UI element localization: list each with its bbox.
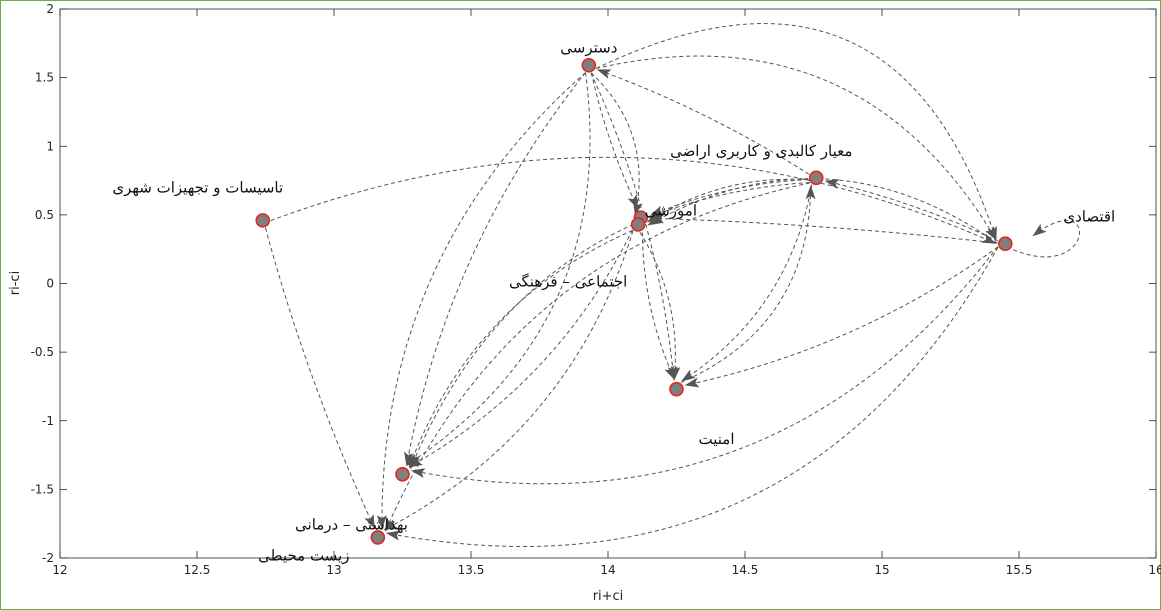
x-tick-label: 13.5 xyxy=(458,563,485,577)
point-label: دسترسی xyxy=(560,38,617,56)
relation-edge xyxy=(410,246,999,485)
point-label: بهداشتی – درمانی xyxy=(295,515,408,533)
relation-edge xyxy=(684,246,999,388)
relation-edge xyxy=(385,246,999,548)
relation-edge xyxy=(824,179,998,242)
data-point xyxy=(630,217,646,232)
relation-edge xyxy=(385,182,811,532)
data-point xyxy=(997,236,1013,251)
relation-edge xyxy=(270,156,997,244)
x-axis-label: ri+ci xyxy=(593,589,624,604)
point-label: تاسیسات و تجهیزات شهری xyxy=(112,178,283,196)
data-point xyxy=(395,466,410,482)
data-point xyxy=(581,57,597,73)
data-point xyxy=(370,530,386,545)
x-tick-label: 14 xyxy=(600,563,615,577)
y-tick-label: 0 xyxy=(46,277,54,291)
axis-ticks: 12 12.5 13 13.5 14 14.5 15 15.5 16-2-1.5-1-0.500… xyxy=(31,2,1161,577)
y-tick-label: 0.5 xyxy=(35,208,54,222)
x-tick-label: 15 xyxy=(874,563,889,577)
y-tick-label: 2 xyxy=(46,2,54,16)
relation-edge xyxy=(596,69,810,175)
point-labels: دسترسی معیار کالبدی و کاربری اراضی تاسیسات… xyxy=(112,38,1115,564)
y-tick-label: -2 xyxy=(42,551,54,565)
x-tick-label: 12.5 xyxy=(184,563,211,577)
relation-edge xyxy=(649,179,809,216)
y-axis-label: ri-ci xyxy=(8,271,23,295)
point-label: معیار کالبدی و کاربری اراضی xyxy=(670,142,852,160)
y-tick-label: -1.5 xyxy=(31,482,54,496)
x-tick-label: 14.5 xyxy=(732,563,759,577)
point-label: اقتصادی xyxy=(1063,208,1115,226)
relation-edge xyxy=(639,232,681,381)
relation-edge xyxy=(408,229,633,468)
data-point xyxy=(808,170,824,186)
y-tick-label: 1.5 xyxy=(35,71,54,85)
point-label: اجتماعی – فرهنگی xyxy=(509,272,627,290)
relation-edge xyxy=(596,55,997,241)
relation-edge xyxy=(647,178,998,244)
relation-edge xyxy=(590,72,643,216)
self-loop-edge xyxy=(1013,220,1081,258)
relation-edge xyxy=(590,72,639,210)
relation-edge xyxy=(383,230,634,531)
relation-edge xyxy=(649,213,998,244)
plot-area xyxy=(59,8,1157,559)
x-tick-label: 16 xyxy=(1148,563,1161,577)
relation-edge xyxy=(404,72,586,467)
y-tick-label: -0.5 xyxy=(31,345,54,359)
relation-edge xyxy=(405,72,591,466)
relation-edge xyxy=(642,225,675,381)
y-tick-label: 1 xyxy=(46,139,54,153)
data-point xyxy=(255,213,271,228)
data-point xyxy=(669,381,684,397)
point-label: آموزشی xyxy=(645,202,698,220)
relation-edge xyxy=(376,72,586,530)
edge-lines xyxy=(265,23,1081,548)
point-label: زیست محیطی xyxy=(258,546,349,564)
relation-edge xyxy=(410,181,810,470)
x-tick-label: 12 xyxy=(52,563,67,577)
y-tick-label: -1 xyxy=(42,414,54,428)
relation-edge xyxy=(681,184,813,382)
point-label: امنیت xyxy=(699,430,735,448)
x-tick-label: 13 xyxy=(326,563,341,577)
relation-edge xyxy=(408,223,636,468)
data-points xyxy=(255,57,1013,545)
relation-edge xyxy=(595,23,997,241)
relation-edge xyxy=(646,178,809,223)
x-tick-label: 15.5 xyxy=(1006,563,1033,577)
